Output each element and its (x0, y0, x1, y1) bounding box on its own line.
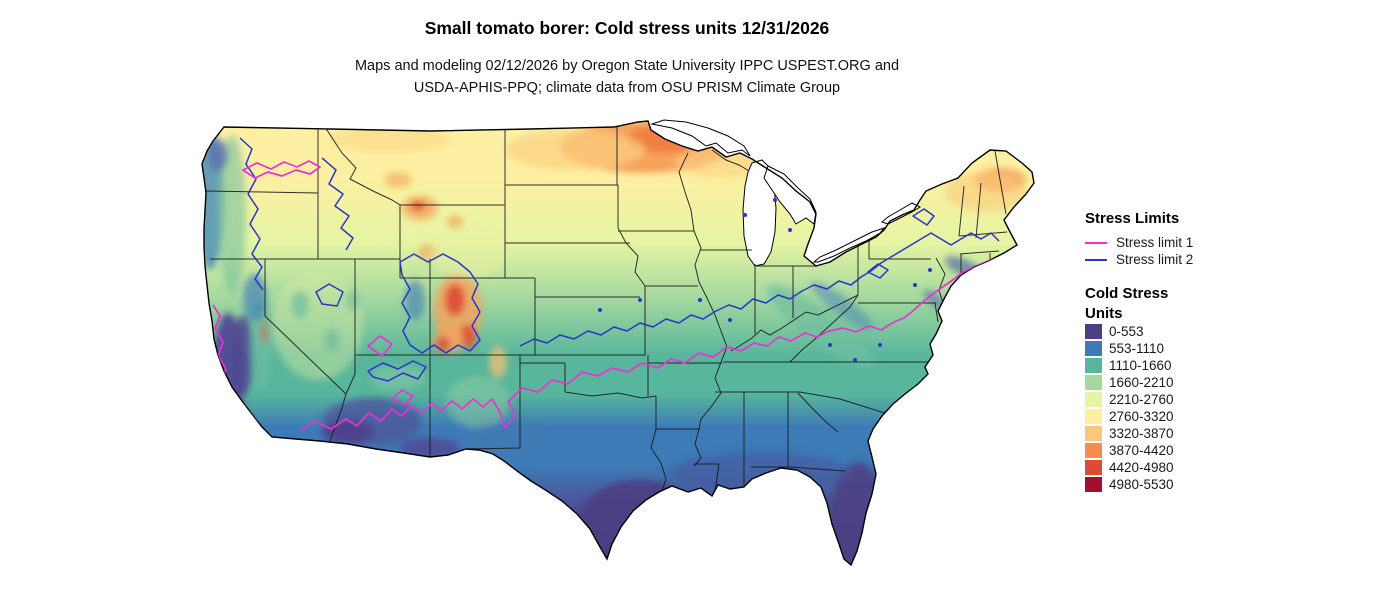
color-swatch-label: 4980-5530 (1109, 477, 1174, 492)
figure-subtitle-line-2: USDA-APHIS-PPQ; climate data from OSU PR… (413, 80, 841, 97)
stress-limit-1-line-swatch (1085, 241, 1107, 244)
color-swatch-label: 3320-3870 (1109, 426, 1174, 441)
stress-limit-2-label: Stress limit 2 (1116, 252, 1194, 267)
legend-item-bin-8: 3870-4420 (1085, 442, 1395, 459)
color-swatch (1085, 477, 1102, 492)
color-swatch-label: 3870-4420 (1109, 443, 1174, 458)
great-lakes (650, 119, 922, 267)
legend-item-bin-1: 0-553 (1085, 323, 1395, 340)
color-swatch (1085, 409, 1102, 424)
color-swatch-label: 0-553 (1109, 324, 1144, 339)
color-swatch (1085, 375, 1102, 390)
legend-item-bin-4: 1660-2210 (1085, 374, 1395, 391)
stress-limit-2-contour (239, 137, 1000, 382)
color-swatch-label: 1110-1660 (1109, 358, 1172, 373)
legend-item-stress-limit-1: Stress limit 1 (1085, 234, 1395, 251)
lake-erie (812, 226, 886, 263)
stress-limit-2-spots (598, 198, 932, 362)
lake-huron (763, 165, 817, 225)
color-swatch (1085, 324, 1102, 339)
us-outline (201, 120, 1035, 567)
cold-stress-title-line-1: Cold Stress (1085, 285, 1169, 302)
figure-subtitle: Maps and modeling 02/12/2026 by Oregon S… (355, 55, 899, 100)
legend-item-stress-limit-2: Stress limit 2 (1085, 251, 1395, 268)
stress-limit-2-line-swatch (1085, 258, 1107, 261)
color-swatch-label: 2210-2760 (1109, 392, 1174, 407)
stress-limits-title: Stress Limits (1085, 210, 1180, 227)
color-swatch-label: 2760-3320 (1109, 409, 1174, 424)
legend-item-bin-3: 1110-1660 (1085, 357, 1395, 374)
color-swatch (1085, 341, 1102, 356)
state-boundaries (205, 126, 1008, 492)
stress-limits-legend: Stress Limits Stress limit 1 Stress limi… (1085, 210, 1395, 268)
color-swatch-label: 4420-4980 (1109, 460, 1174, 475)
color-swatch (1085, 392, 1102, 407)
legend-item-bin-6: 2760-3320 (1085, 408, 1395, 425)
figure-title: Small tomato borer: Cold stress units 12… (424, 18, 830, 38)
color-swatch (1085, 426, 1102, 441)
color-swatch (1085, 460, 1102, 475)
legend-item-bin-2: 553-1110 (1085, 340, 1395, 357)
color-swatch-label: 1660-2210 (1109, 375, 1174, 390)
lake-superior (650, 119, 751, 157)
cold-stress-legend: Cold Stress Units 0-553 553-1110 1110-16… (1085, 284, 1395, 493)
legend-item-bin-10: 4980-5530 (1085, 476, 1395, 493)
legend-item-bin-5: 2210-2760 (1085, 391, 1395, 408)
cold-stress-title-line-2: Units (1085, 304, 1123, 322)
legend-item-bin-7: 3320-3870 (1085, 425, 1395, 442)
legend-item-bin-9: 4420-4980 (1085, 459, 1395, 476)
color-swatch-label: 553-1110 (1109, 341, 1165, 356)
stress-limit-1-label: Stress limit 1 (1116, 235, 1194, 250)
raster-layer (202, 121, 1034, 565)
cold-stress-title: Cold Stress Units (1085, 284, 1395, 323)
color-swatch (1085, 358, 1102, 373)
color-swatch (1085, 443, 1102, 458)
legend-panel: Stress Limits Stress limit 1 Stress limi… (1085, 210, 1395, 493)
lake-ontario (880, 202, 922, 225)
figure-subtitle-line-1: Maps and modeling 02/12/2026 by Oregon S… (354, 58, 900, 74)
